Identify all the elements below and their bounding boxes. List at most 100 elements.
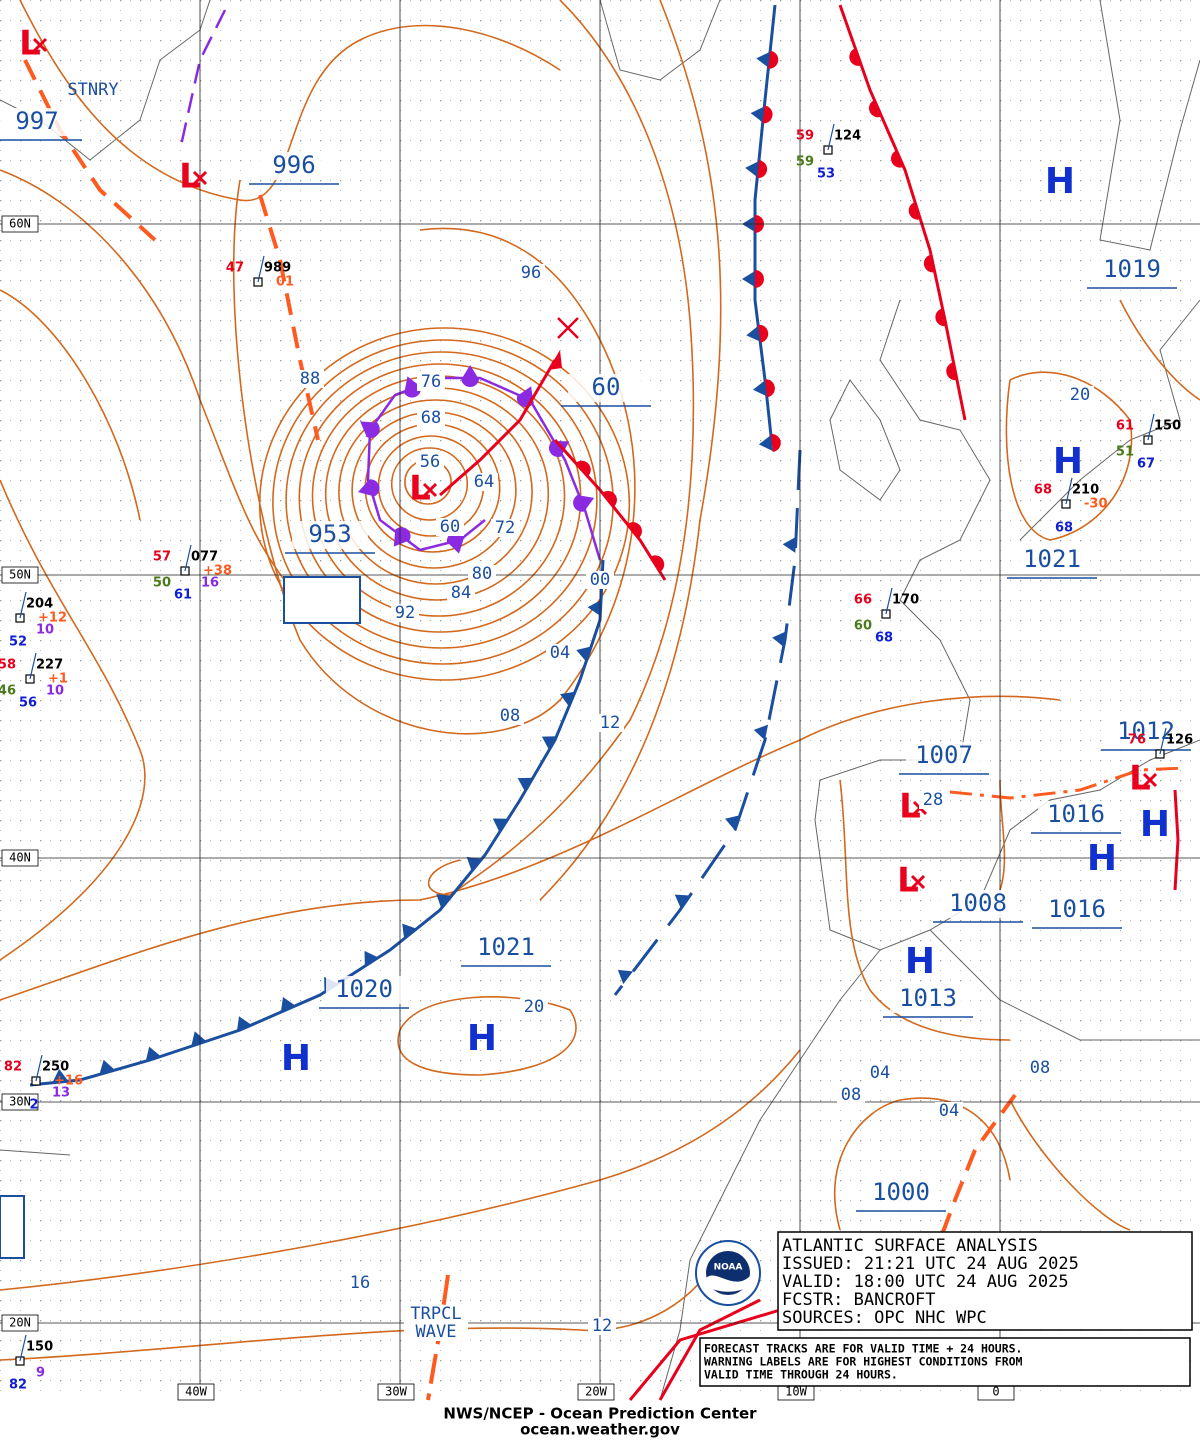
info-line: FCSTR: BANCROFT [782,1290,936,1310]
cold-front-pip [587,599,602,616]
isobar-label-bg [520,998,548,1016]
isobar-label-bg [596,714,624,732]
cold-front-pip [99,1059,115,1075]
info-panel [695,1231,1193,1387]
station-wave: 16 [201,576,219,591]
station-vis: 53 [817,167,835,182]
isobar-label: 12 [592,1316,612,1336]
pressure-bg [940,890,1016,918]
station-wave: 9 [36,1366,45,1381]
pressure-bg [1108,718,1184,746]
cold-front-pip [560,691,576,707]
wind-barb [1065,477,1073,505]
pressure-bg [1039,896,1115,924]
wind-barb [35,1054,43,1082]
cold-front-pip [753,724,769,741]
station-pres: 150 [1154,419,1181,434]
cold-front-pip [280,997,296,1013]
station-tend: +12 [38,611,67,626]
cold-front-pip [466,856,482,872]
station-tend: +1 [48,672,68,687]
station-pres: 210 [1072,483,1099,498]
wind-barb [257,255,265,283]
info-line: SOURCES: OPC NHC WPC [782,1308,987,1328]
central-pressure: 1016 [1048,895,1106,923]
isobar-label: 04 [870,1063,890,1083]
station-tend: -30 [1084,497,1108,512]
cold-front-pip [579,495,595,511]
station-temp: 82 [4,1060,22,1075]
cold-front-pip [145,1046,161,1062]
isobar-label-bg [1026,1059,1054,1077]
isobar-label: 20 [1070,385,1090,405]
central-pressure: 1007 [915,741,973,769]
warm-front-pip [575,460,591,477]
cold-front-pip [360,421,376,436]
wind-barb [19,591,27,619]
station-pres: 077 [191,550,218,565]
tropical-wave-label: WAVE [416,1322,457,1342]
isobar-label-bg [436,518,464,536]
central-pressure: 1016 [1047,800,1105,828]
pressure-bg [890,985,966,1013]
pressure-bg [1038,801,1114,829]
front-line [23,59,157,242]
note-line: WARNING LABELS ARE FOR HIGHEST CONDITION… [704,1355,1023,1369]
cold-front-pip [772,631,787,648]
station-temp: 68 [1034,483,1052,498]
grid-label-bg [377,1383,415,1401]
station-temp: 61 [1116,419,1134,434]
cold-front-pip [236,1016,252,1032]
cold-front-pip [750,106,765,123]
warm-front-pip [627,522,642,539]
lat-label: 40N [9,851,31,865]
high-symbol: H [905,941,935,982]
isobar-label: 20 [524,997,544,1017]
high-symbol: H [281,1038,311,1079]
isobar-label: 84 [451,583,471,603]
logo-gull [706,1275,750,1292]
station-temp: 76 [1128,733,1146,748]
grid-label-bg [1,215,39,233]
low-x [910,874,926,890]
front-line [628,1308,781,1401]
lon-label: 40W [185,1385,207,1399]
coastlines [0,0,1200,1401]
isobar [258,327,631,681]
cold-front-pip [404,376,420,392]
front-line [258,194,320,441]
fronts [23,4,1186,1401]
isobar [285,351,598,649]
central-pressure: 1020 [335,975,393,1003]
warm-front-pip [869,99,882,118]
warm-front-pip [365,421,380,438]
isobar-label: 96 [521,263,541,283]
isobar [338,399,533,585]
low-symbol: L [19,24,41,64]
note-line: FORECAST TRACKS ARE FOR VALID TIME + 24 … [704,1342,1023,1356]
grid-label-bg [1,849,39,867]
warm-front-pip [650,555,665,572]
cold-front-pip [746,325,761,342]
wind-barb [19,1334,27,1362]
stationary-label: STNRY [67,80,118,100]
central-pressure: 953 [308,520,351,548]
warning-box [283,576,361,624]
warm-front-pip [367,479,380,497]
footer-agency: NWS/NCEP - Ocean Prediction Center [443,1405,757,1423]
station-vis: 82 [9,1378,27,1393]
wind-barb [29,652,37,680]
isobar-label-bg [935,1102,963,1120]
isobar-label: 08 [841,1085,861,1105]
cold-front-pip [752,380,767,397]
isobar-label: 92 [395,603,415,623]
station-vis: 2 [29,1098,38,1113]
warm-front-pip [935,308,947,327]
low-x [1142,772,1158,788]
cold-front-pip [358,480,373,496]
warm-front-pip [908,202,921,220]
station-tend: 01 [276,275,294,290]
station-pres: 250 [42,1060,69,1075]
isobar-label-bg [470,473,498,491]
